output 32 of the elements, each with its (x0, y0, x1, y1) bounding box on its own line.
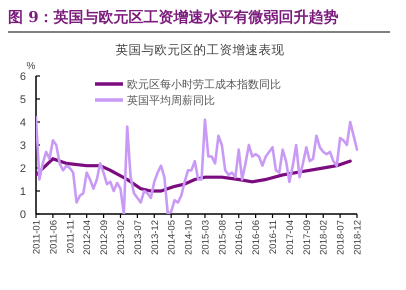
x-tick-label: 2013-07 (132, 220, 144, 255)
x-tick-label: 2015-03 (200, 220, 212, 255)
legend-label: 欧元区每小时劳工成本指数同比 (127, 78, 281, 91)
y-tick-label: 1 (20, 186, 26, 198)
y-tick-label: 6 (20, 71, 26, 83)
x-tick-label: 2016-01 (234, 220, 246, 255)
x-tick-label: 2012-04 (82, 220, 94, 255)
chart-title: 图 9：英国与欧元区工资增速水平有微弱回升趋势 (8, 8, 339, 26)
chart-subtitle: 英国与欧元区的工资增速表现 (116, 43, 284, 57)
x-tick-label: 2014-10 (184, 220, 195, 255)
x-tick-label: 2017-09 (302, 220, 313, 255)
legend-label: 英国平均周薪同比 (127, 94, 215, 107)
x-tick-label: 2016-11 (268, 220, 280, 254)
x-tick-label: 2011-06 (48, 220, 60, 254)
x-tick-label: 2014-05 (166, 220, 178, 255)
x-tick-label: 2018-02 (318, 220, 330, 255)
y-tick-label: 2 (20, 163, 26, 175)
y-tick-label: 0 (20, 209, 26, 221)
y-tick-label: 5 (20, 94, 26, 106)
x-tick-label: 2018-07 (336, 220, 347, 255)
x-tick-label: 2011-01 (32, 220, 42, 254)
y-tick-label: 3 (20, 140, 26, 152)
x-tick-label: 2013-02 (116, 220, 127, 255)
x-tick-label: 2013-12 (150, 220, 161, 255)
x-tick-label: 2015-08 (217, 220, 228, 255)
x-tick-label: 2012-09 (99, 220, 110, 255)
y-axis-title: % (26, 61, 36, 72)
x-tick-label: 2018-12 (352, 220, 364, 255)
x-tick-label: 2017-04 (284, 220, 296, 255)
x-tick-label: 2011-11 (65, 220, 76, 254)
y-tick-label: 4 (20, 117, 26, 129)
x-tick-label: 2016-06 (251, 220, 262, 255)
